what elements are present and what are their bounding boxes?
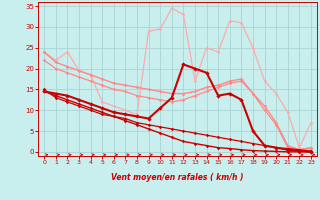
X-axis label: Vent moyen/en rafales ( km/h ): Vent moyen/en rafales ( km/h ): [111, 174, 244, 183]
